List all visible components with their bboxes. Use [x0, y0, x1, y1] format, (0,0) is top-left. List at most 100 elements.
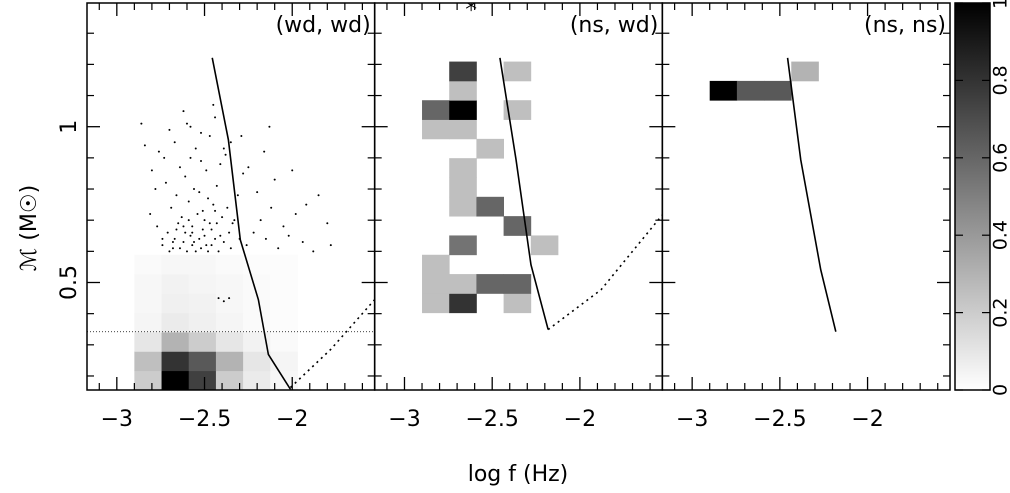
scatter-point — [192, 240, 195, 243]
heatmap-cell — [161, 332, 190, 352]
scatter-point — [219, 163, 222, 166]
scatter-point — [219, 234, 222, 237]
colorbar-tick-label: 1 — [990, 0, 1010, 9]
scatter-point — [277, 247, 280, 250]
x-tick-label: −2 — [276, 407, 308, 432]
scatter-point — [171, 247, 174, 250]
heatmap-cell — [503, 293, 532, 314]
scatter-point — [189, 234, 192, 237]
heatmap-cell — [503, 274, 532, 294]
x-tick-label: −3 — [676, 407, 708, 432]
curve — [786, 57, 837, 332]
scatter-point — [185, 122, 188, 125]
x-tick-label: −2 — [564, 407, 596, 432]
heatmap-cell — [530, 235, 559, 256]
scatter-point — [175, 194, 178, 197]
scatter-point — [143, 144, 146, 147]
x-axis-label: log f (Hz) — [468, 462, 569, 487]
scatter-point — [205, 169, 208, 172]
scatter-point — [163, 156, 166, 159]
scatter-point — [203, 234, 206, 237]
scatter-point — [229, 141, 232, 144]
scatter-point — [301, 240, 304, 243]
heatmap-cell — [449, 61, 477, 82]
heatmap-cell — [449, 100, 477, 120]
scatter-point — [205, 244, 208, 247]
curve — [499, 57, 549, 330]
scatter-point — [140, 122, 143, 125]
heatmap-cell — [422, 119, 450, 140]
heatmap-cell — [243, 274, 271, 294]
scatter-point — [161, 237, 164, 240]
scatter-point — [191, 244, 194, 247]
heatmap-cell — [134, 254, 162, 275]
scatter-point — [201, 209, 204, 212]
x-tick-label: −2.5 — [465, 407, 518, 432]
scatter-point — [210, 228, 213, 231]
heatmap-cell — [449, 158, 477, 178]
scatter-point — [212, 103, 215, 106]
heatmap-cell — [764, 80, 792, 101]
scatter-point — [329, 244, 332, 247]
heatmap-cell — [270, 274, 298, 294]
heatmap-cell — [134, 332, 162, 352]
scatter-point — [166, 231, 169, 234]
scatter-point — [222, 147, 225, 150]
colorbar-tick-label: 0 — [990, 384, 1010, 396]
scatter-point — [184, 175, 187, 178]
scatter-point — [201, 228, 204, 231]
panel-annotation: (ns, wd) — [570, 13, 659, 38]
scatter-point — [231, 222, 234, 225]
heatmap-cell — [270, 293, 298, 314]
scatter-point — [228, 231, 231, 234]
heatmap-cell — [161, 254, 190, 275]
scatter-point — [236, 194, 239, 197]
x-tick-label: −2 — [851, 407, 883, 432]
scatter-point — [182, 110, 185, 113]
heatmap-cell — [709, 80, 738, 101]
heatmap-cell — [188, 312, 217, 333]
x-tick-label: −2.5 — [753, 407, 806, 432]
heatmap-cell — [476, 274, 504, 294]
heatmap-cell — [422, 100, 450, 120]
scatter-point — [214, 116, 217, 119]
scatter-point — [149, 212, 152, 215]
heatmap-cell — [134, 293, 162, 314]
scatter-point — [191, 231, 194, 234]
scatter-point — [214, 209, 217, 212]
scatter-point — [263, 150, 266, 153]
heatmap-cell — [422, 254, 450, 275]
scatter-point — [208, 135, 211, 138]
scatter-point — [189, 125, 192, 128]
scatter-point — [268, 125, 271, 128]
colorbar-tick-label: 0.8 — [990, 65, 1010, 95]
heatmap-cell — [422, 274, 450, 294]
panel — [422, 3, 663, 331]
scatter-point — [150, 169, 153, 172]
colorbar-tick-label: 0.2 — [990, 297, 1010, 327]
heatmap-cell — [270, 312, 298, 333]
x-tick-label: −2.5 — [178, 407, 231, 432]
scatter-point — [207, 250, 210, 253]
scatter-point — [215, 184, 218, 187]
scatter-point — [196, 212, 199, 215]
curve — [547, 214, 663, 331]
scatter-point — [182, 225, 185, 228]
scatter-point — [273, 178, 276, 181]
scatter-point — [208, 222, 211, 225]
scatter-point — [256, 191, 259, 194]
panel — [87, 57, 375, 390]
scatter-point — [287, 234, 290, 237]
scatter-point — [168, 250, 171, 253]
scatter-point — [180, 216, 183, 219]
scatter-point — [185, 250, 188, 253]
scatter-point — [164, 181, 167, 184]
curve — [289, 299, 375, 389]
scatter-point — [326, 222, 329, 225]
scatter-point — [214, 237, 217, 240]
scatter-point — [222, 300, 225, 303]
heatmap-cell — [215, 370, 244, 390]
y-axis-label: ℳ (M☉) — [17, 185, 42, 271]
scatter-point — [173, 141, 176, 144]
